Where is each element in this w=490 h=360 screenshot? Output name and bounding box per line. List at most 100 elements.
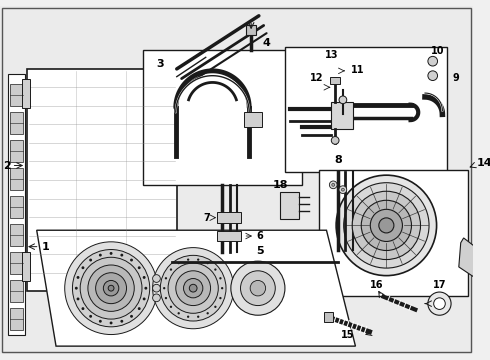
Text: 13: 13 xyxy=(324,50,338,60)
Bar xyxy=(218,231,242,241)
Bar xyxy=(285,47,447,172)
Bar xyxy=(10,252,23,274)
Bar xyxy=(10,309,23,330)
Circle shape xyxy=(138,266,141,269)
Circle shape xyxy=(121,254,123,257)
Bar xyxy=(10,140,23,162)
Circle shape xyxy=(143,297,146,300)
Circle shape xyxy=(130,258,133,261)
Circle shape xyxy=(342,188,344,191)
Bar xyxy=(10,197,23,218)
Circle shape xyxy=(89,315,92,318)
Circle shape xyxy=(138,307,141,310)
Circle shape xyxy=(336,175,437,276)
Circle shape xyxy=(108,285,114,291)
Circle shape xyxy=(81,266,84,269)
Bar xyxy=(280,192,299,219)
Text: 12: 12 xyxy=(310,72,323,82)
Circle shape xyxy=(176,271,211,306)
Circle shape xyxy=(76,297,79,300)
Circle shape xyxy=(343,183,429,268)
Circle shape xyxy=(103,280,119,296)
Circle shape xyxy=(165,277,167,279)
Bar xyxy=(323,312,333,322)
Circle shape xyxy=(76,276,79,279)
Circle shape xyxy=(170,269,172,271)
Polygon shape xyxy=(459,238,480,276)
Text: 11: 11 xyxy=(351,65,364,75)
Circle shape xyxy=(110,252,113,255)
Circle shape xyxy=(160,255,226,321)
Circle shape xyxy=(206,312,209,314)
Circle shape xyxy=(163,287,165,289)
Circle shape xyxy=(332,183,335,186)
Text: 3: 3 xyxy=(156,59,164,69)
Circle shape xyxy=(184,279,203,298)
Circle shape xyxy=(428,292,451,315)
Bar xyxy=(331,102,352,129)
Text: 14: 14 xyxy=(476,158,490,167)
Circle shape xyxy=(189,284,197,292)
Circle shape xyxy=(99,320,102,323)
Bar xyxy=(10,280,23,302)
Circle shape xyxy=(339,96,347,104)
Text: 9: 9 xyxy=(452,72,459,82)
Text: 15: 15 xyxy=(341,330,354,341)
Circle shape xyxy=(152,284,160,292)
Circle shape xyxy=(121,320,123,323)
Bar xyxy=(10,224,23,246)
Circle shape xyxy=(339,186,347,194)
Circle shape xyxy=(370,209,402,242)
Bar xyxy=(218,212,242,224)
Circle shape xyxy=(80,257,142,319)
Circle shape xyxy=(214,306,217,308)
Bar xyxy=(245,112,262,127)
Circle shape xyxy=(130,315,133,318)
Circle shape xyxy=(152,275,160,282)
Bar xyxy=(10,84,23,105)
Circle shape xyxy=(219,277,221,279)
Circle shape xyxy=(99,254,102,257)
Bar xyxy=(143,50,302,185)
Text: 7: 7 xyxy=(204,213,211,223)
Circle shape xyxy=(331,136,339,144)
Circle shape xyxy=(206,262,209,264)
Circle shape xyxy=(88,265,134,311)
Circle shape xyxy=(145,287,147,290)
Circle shape xyxy=(187,316,189,318)
Bar xyxy=(10,112,23,134)
Text: 1: 1 xyxy=(42,242,49,252)
Circle shape xyxy=(214,269,217,271)
Circle shape xyxy=(428,71,438,81)
Text: 8: 8 xyxy=(334,154,342,165)
Bar xyxy=(8,74,25,334)
Circle shape xyxy=(89,258,92,261)
Circle shape xyxy=(361,200,412,251)
Circle shape xyxy=(81,307,84,310)
Circle shape xyxy=(241,271,275,306)
Circle shape xyxy=(187,258,189,261)
Text: 5: 5 xyxy=(256,246,264,256)
Text: 18: 18 xyxy=(272,180,288,190)
Circle shape xyxy=(197,258,199,261)
Circle shape xyxy=(434,298,445,310)
Circle shape xyxy=(379,218,394,233)
Text: 16: 16 xyxy=(370,280,384,290)
Circle shape xyxy=(73,249,150,327)
Circle shape xyxy=(221,287,223,289)
Polygon shape xyxy=(37,230,355,346)
Text: 2: 2 xyxy=(3,161,11,171)
Circle shape xyxy=(170,306,172,308)
Text: 4: 4 xyxy=(263,38,270,48)
Circle shape xyxy=(165,297,167,299)
Circle shape xyxy=(96,273,126,303)
Bar xyxy=(330,77,340,84)
Circle shape xyxy=(65,242,157,334)
Circle shape xyxy=(152,294,160,302)
Bar xyxy=(22,78,30,108)
Circle shape xyxy=(143,276,146,279)
Text: 17: 17 xyxy=(433,280,446,290)
Text: 10: 10 xyxy=(431,46,444,57)
Circle shape xyxy=(152,248,234,329)
Circle shape xyxy=(75,287,78,290)
